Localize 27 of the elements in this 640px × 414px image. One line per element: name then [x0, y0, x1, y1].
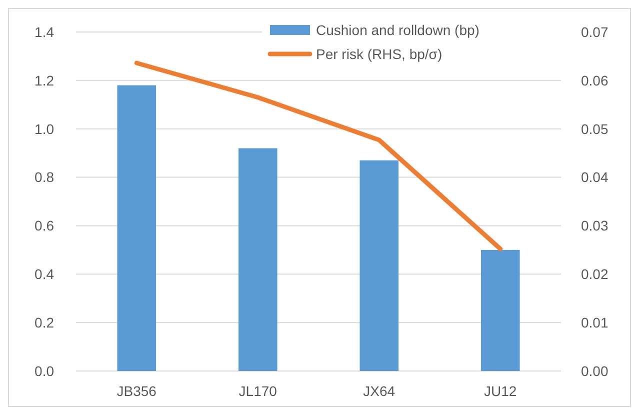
y-tick-label: 0.2 [34, 314, 54, 330]
y-tick-label: 0.8 [34, 169, 54, 186]
bar [360, 160, 399, 371]
y-tick-label: 0.6 [34, 218, 54, 234]
bar [480, 250, 520, 371]
y2-tick-label: 0.01 [581, 314, 608, 330]
x-tick-label: JB356 [116, 383, 157, 399]
y2-tick-label: 0.03 [581, 218, 608, 234]
bar [117, 85, 156, 371]
y2-tick-label: 0.02 [581, 266, 608, 282]
line-series [134, 60, 503, 252]
legend-label: Cushion and rolldown (bp) [316, 22, 480, 38]
y-tick-label: 1.4 [34, 24, 54, 40]
legend-label: Per risk (RHS, bp/σ) [316, 46, 442, 62]
x-tick-label: JX64 [363, 383, 396, 399]
y2-tick-label: 0.04 [581, 169, 608, 186]
y-tick-label: 0.0 [34, 362, 54, 379]
y-tick-label: 0.4 [34, 266, 54, 282]
bar [238, 148, 278, 371]
y2-tick-label: 0.05 [581, 120, 608, 137]
y2-tick-label: 0.07 [581, 24, 608, 40]
y-tick-label: 1.0 [34, 120, 54, 137]
y2-tick-label: 0.06 [581, 72, 608, 88]
y-tick-label: 1.2 [34, 72, 54, 88]
y2-tick-label: 0.00 [581, 362, 608, 379]
x-tick-label: JL170 [238, 383, 278, 399]
x-tick-label: JU12 [484, 383, 517, 399]
